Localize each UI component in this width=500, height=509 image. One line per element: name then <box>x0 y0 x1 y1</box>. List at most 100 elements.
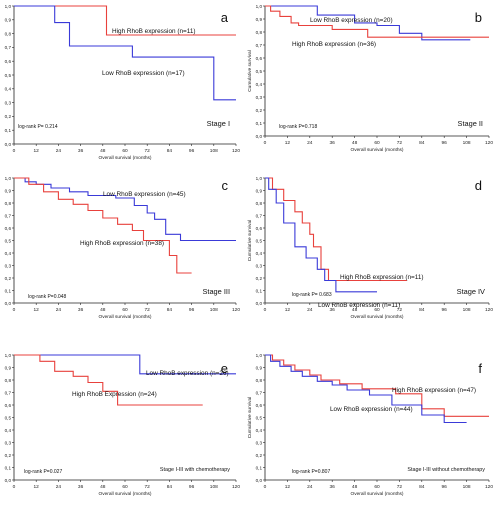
chart-panel-f: 0,0 0,1 0,2 0,3 0,4 0,5 0,6 0,7 0,8 0,9 1,0 0 12 24 36… <box>247 353 493 497</box>
panel-letter: b <box>475 10 482 25</box>
x-tick-label: 120 <box>232 484 240 490</box>
y-tick-label: 0,3 <box>5 263 12 268</box>
log-rank-annotation: log-rank P= 0.683 <box>292 292 332 298</box>
y-tick-label: 0,7 <box>5 45 12 50</box>
x-tick-label: 60 <box>122 484 128 490</box>
y-tick-label: 0,7 <box>256 43 263 48</box>
x-tick-label: 24 <box>56 307 62 313</box>
series-line-2 <box>14 354 203 406</box>
y-tick-label: 0,7 <box>5 213 12 218</box>
series-line-1 <box>265 354 489 417</box>
x-tick-label: 96 <box>189 148 195 154</box>
series-line-2 <box>265 177 377 293</box>
stage-label: Stage IV <box>457 287 485 296</box>
x-tick-label: 0 <box>264 484 267 490</box>
x-tick-label: 60 <box>122 307 128 313</box>
x-tick-label: 72 <box>145 148 151 154</box>
y-tick-label: 0,5 <box>5 73 12 78</box>
series-label: Low RhoB expression (n=45) <box>103 191 186 198</box>
y-tick-label: 0,3 <box>256 440 263 445</box>
y-tick-label: 0,0 <box>256 134 263 139</box>
y-tick-label: 0,4 <box>5 251 12 256</box>
panel-letter: a <box>221 10 229 25</box>
x-tick-label: 108 <box>463 484 471 490</box>
y-tick-label: 0,2 <box>5 114 12 119</box>
x-tick-label: 12 <box>285 140 291 146</box>
x-tick-label: 108 <box>463 307 471 313</box>
y-tick-label: 0,7 <box>256 390 263 395</box>
x-axis-label: Overall survival (months) <box>98 314 151 320</box>
y-tick-label: 0,1 <box>256 121 263 126</box>
x-tick-label: 0 <box>264 307 267 313</box>
y-tick-label: 0,1 <box>5 288 12 293</box>
series-label: Low RhoB expression (n=44) <box>330 406 413 413</box>
stage-label: Stage II <box>458 119 483 128</box>
x-tick-label: 48 <box>352 307 358 313</box>
x-axis-label: Overall survival (months) <box>350 491 403 497</box>
log-rank-annotation: log-rank P=0.807 <box>292 469 330 475</box>
x-tick-label: 0 <box>13 148 16 154</box>
y-tick-label: 0,3 <box>256 263 263 268</box>
x-tick-label: 48 <box>100 148 106 154</box>
y-tick-label: 0,8 <box>5 31 12 36</box>
stage-label: Stage I-III without chemotherapy <box>407 467 485 473</box>
y-tick-label: 1,0 <box>256 353 263 358</box>
x-tick-label: 72 <box>145 307 151 313</box>
y-tick-label: 0,8 <box>5 201 12 206</box>
y-tick-label: 0,2 <box>256 108 263 113</box>
log-rank-annotation: log-rank P=0.048 <box>28 294 66 300</box>
x-tick-label: 36 <box>330 307 336 313</box>
series-line-1 <box>265 177 407 282</box>
y-tick-label: 0,9 <box>5 188 12 193</box>
x-tick-label: 72 <box>145 484 151 490</box>
x-tick-label: 84 <box>419 140 425 146</box>
y-tick-label: 0,0 <box>256 478 263 483</box>
x-tick-label: 120 <box>485 307 493 313</box>
x-tick-label: 48 <box>352 484 358 490</box>
y-tick-label: 0,7 <box>5 390 12 395</box>
series-line-1 <box>14 177 236 242</box>
y-tick-label: 0,8 <box>5 378 12 383</box>
series-line-1 <box>265 5 471 41</box>
log-rank-annotation: log-rank P=0.027 <box>24 469 62 475</box>
y-tick-label: 0,5 <box>5 238 12 243</box>
y-tick-label: 0,4 <box>256 251 263 256</box>
x-tick-label: 84 <box>419 484 425 490</box>
x-tick-label: 84 <box>167 484 173 490</box>
series-label: High RhoB Expression (n=24) <box>72 391 157 398</box>
y-tick-label: 0,4 <box>5 87 12 92</box>
x-tick-label: 48 <box>352 140 358 146</box>
y-axis-label: Cumulative survival <box>0 397 2 439</box>
series-label: Low RhoB expression (n=20) <box>310 17 393 24</box>
x-tick-label: 96 <box>189 484 195 490</box>
x-tick-label: 36 <box>78 484 84 490</box>
y-tick-label: 0,9 <box>256 365 263 370</box>
y-axis-label: Cumulative survival <box>247 50 253 92</box>
panel-letter: c <box>222 178 229 193</box>
y-tick-label: 0,2 <box>5 453 12 458</box>
series-line-1 <box>14 354 236 375</box>
y-tick-label: 0,2 <box>256 453 263 458</box>
series-label: High RhoB expression (n=11) <box>112 28 196 35</box>
y-tick-label: 1,0 <box>5 4 12 9</box>
chart-panel-b: 0,0 0,1 0,2 0,3 0,4 0,5 0,6 0,7 0,8 0,9 1,0 0 12 24 36… <box>247 4 493 153</box>
y-tick-label: 0,1 <box>5 465 12 470</box>
y-tick-label: 0,9 <box>256 17 263 22</box>
x-tick-label: 108 <box>210 307 218 313</box>
x-tick-label: 84 <box>167 148 173 154</box>
x-tick-label: 24 <box>307 140 313 146</box>
y-tick-label: 0,5 <box>256 69 263 74</box>
y-tick-label: 0,6 <box>256 403 263 408</box>
y-tick-label: 0,9 <box>256 188 263 193</box>
x-tick-label: 48 <box>100 484 106 490</box>
x-tick-label: 24 <box>307 307 313 313</box>
x-tick-label: 12 <box>285 307 291 313</box>
x-tick-label: 108 <box>210 148 218 154</box>
y-tick-label: 0,0 <box>5 301 12 306</box>
y-tick-label: 0,3 <box>5 100 12 105</box>
chart-panel-c: 0,0 0,1 0,2 0,3 0,4 0,5 0,6 0,7 0,8 0,9 1,0 0 12 24 36… <box>0 176 240 320</box>
x-tick-label: 12 <box>34 307 40 313</box>
chart-panel-a: 0,0 0,1 0,2 0,3 0,4 0,5 0,6 0,7 0,8 0,9 1,0 0 12 24 36… <box>0 4 240 161</box>
x-tick-label: 84 <box>419 307 425 313</box>
series-label: Low RhoB expression (n=26) <box>146 370 229 377</box>
